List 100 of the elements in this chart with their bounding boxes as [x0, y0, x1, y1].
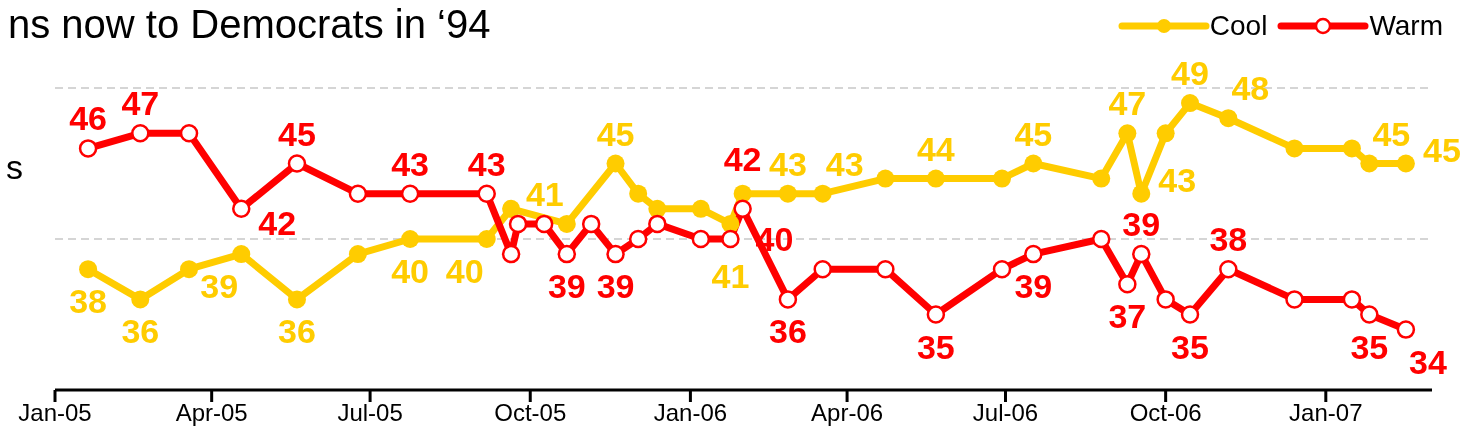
point: [557, 214, 576, 233]
point: [1342, 139, 1361, 158]
point: [1219, 109, 1238, 128]
x-tick-label: Apr-05: [175, 399, 248, 427]
data-label: 35: [1350, 327, 1389, 366]
data-label: 39: [1122, 205, 1161, 244]
point: [648, 199, 667, 218]
point: [1285, 290, 1304, 309]
point: [1360, 305, 1379, 324]
data-label: 41: [525, 174, 564, 213]
point: [1360, 154, 1379, 173]
point: [1118, 124, 1137, 143]
point: [733, 184, 752, 203]
x-tick-label: Jan-07: [1289, 399, 1363, 427]
point: [733, 199, 752, 219]
data-label: 45: [1372, 114, 1411, 153]
data-label: 49: [1171, 54, 1209, 93]
point: [648, 214, 667, 234]
x-tick-label: Jan-05: [18, 399, 92, 427]
point: [557, 244, 577, 264]
data-label: 40: [445, 252, 484, 290]
point: [79, 260, 98, 279]
point: [1024, 244, 1043, 264]
data-label: 44: [916, 129, 955, 168]
legend-label: Cool: [1209, 10, 1268, 42]
point: [926, 305, 946, 324]
point: [926, 169, 945, 188]
point: [401, 230, 420, 248]
point: [778, 290, 798, 309]
data-label: 43: [391, 144, 430, 183]
data-label: 39: [200, 267, 239, 306]
chart-title: ns now to Democrats in ‘94: [8, 2, 491, 47]
point: [606, 244, 625, 264]
point: [348, 184, 368, 203]
x-tick-label: Jul-06: [972, 399, 1039, 427]
data-label: 43: [467, 144, 506, 183]
data-label: 48: [1231, 69, 1270, 108]
point: [534, 214, 554, 234]
point: [1396, 154, 1415, 173]
point: [1342, 290, 1362, 309]
data-label: 40: [391, 252, 430, 290]
x-tick-label: Apr-06: [811, 399, 884, 427]
point: [1181, 94, 1200, 113]
point: [287, 290, 306, 309]
data-label: 43: [768, 144, 807, 183]
data-label: 35: [1171, 327, 1209, 366]
data-label: 35: [916, 327, 955, 366]
point: [1024, 154, 1043, 173]
data-label: 47: [121, 84, 160, 123]
data-label: 38: [1209, 220, 1248, 259]
point: [1396, 320, 1416, 339]
data-label: 47: [1108, 84, 1147, 123]
data-label: 36: [768, 312, 807, 351]
point: [778, 184, 797, 203]
point: [348, 245, 367, 264]
point: [501, 244, 521, 264]
point: [400, 184, 420, 203]
data-label: 37: [1108, 297, 1147, 336]
point: [1092, 169, 1111, 188]
data-label: 42: [723, 139, 762, 178]
point: [993, 169, 1012, 188]
data-label: 34: [1408, 342, 1447, 381]
x-tick-label: Oct-06: [1129, 399, 1202, 427]
point: [477, 230, 496, 248]
data-label: 36: [121, 312, 160, 351]
point: [1118, 275, 1137, 294]
data-label: 45: [596, 114, 635, 153]
point: [813, 184, 832, 203]
point: [876, 169, 895, 188]
data-label: 45: [1014, 114, 1053, 153]
data-label: 38: [69, 282, 107, 321]
point: [78, 139, 98, 158]
data-label: 45: [1422, 130, 1461, 169]
data-label: 36: [278, 312, 316, 351]
point: [1285, 139, 1304, 158]
point: [629, 184, 648, 203]
x-tick-label: Jan-06: [653, 399, 728, 427]
data-label: 39: [596, 267, 635, 306]
point: [477, 184, 496, 203]
point: [508, 214, 528, 234]
data-label: 41: [711, 256, 750, 295]
point: [876, 259, 895, 279]
point: [813, 259, 832, 279]
point: [1132, 244, 1151, 264]
point: [232, 199, 251, 219]
legend-label: Warm: [1369, 10, 1443, 42]
point: [721, 229, 740, 249]
data-label: 43: [825, 144, 864, 183]
data-label: 42: [258, 203, 297, 242]
point: [131, 290, 150, 309]
point: [606, 154, 625, 173]
point: [1091, 229, 1111, 249]
point: [287, 154, 307, 173]
point: [1219, 259, 1238, 279]
point: [1156, 124, 1175, 143]
point: [581, 214, 601, 234]
text: s: [6, 148, 23, 187]
point: [992, 259, 1012, 279]
point: [502, 199, 521, 218]
point: [179, 124, 199, 143]
